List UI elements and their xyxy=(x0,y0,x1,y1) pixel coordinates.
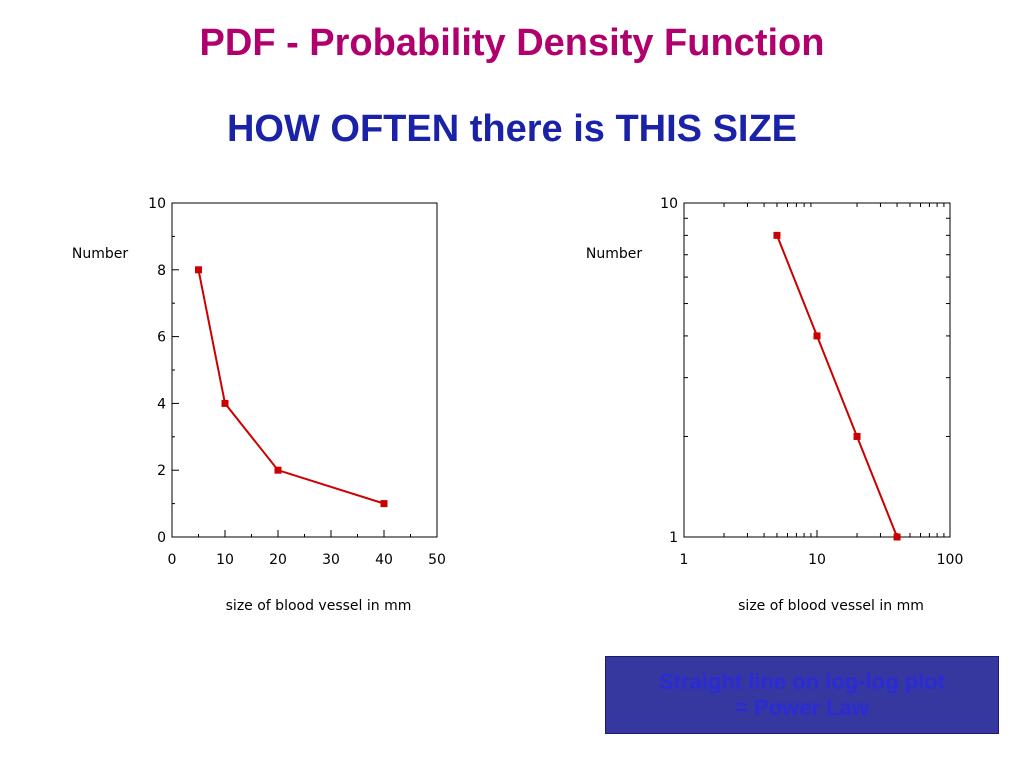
data-point xyxy=(813,332,821,340)
x-axis-label: size of blood vessel in mm xyxy=(226,598,412,614)
y-tick-label: 10 xyxy=(148,196,166,212)
callout-line-2: = Power Law xyxy=(735,695,869,720)
y-tick-label: 8 xyxy=(157,263,166,279)
y-tick-label: 0 xyxy=(157,530,166,546)
y-tick-label: 1 xyxy=(669,530,678,546)
x-axis-label: size of blood vessel in mm xyxy=(738,598,924,614)
x-tick-label: 1 xyxy=(680,552,689,568)
page-title: PDF - Probability Density Function xyxy=(199,22,825,64)
x-tick-label: 20 xyxy=(269,552,287,568)
y-axis-label: Number xyxy=(72,246,128,262)
y-tick-label: 4 xyxy=(157,396,166,412)
linear-chart: 0 10 20 30 40 50 0 2 4 6 8 10 Number size of blood ve… xyxy=(72,196,446,614)
series-line xyxy=(197,269,385,505)
x-tick-label: 40 xyxy=(375,552,393,568)
series-line xyxy=(776,235,899,538)
x-tick-label: 0 xyxy=(168,552,177,568)
data-point xyxy=(380,500,388,508)
data-point xyxy=(221,399,229,407)
data-point xyxy=(274,466,282,474)
page-subtitle: HOW OFTEN there is THIS SIZE xyxy=(226,108,798,150)
x-tick-label: 100 xyxy=(937,552,964,568)
plot-frame xyxy=(171,202,438,538)
plot-frame xyxy=(683,202,951,538)
data-point xyxy=(893,533,901,541)
x-tick-label: 10 xyxy=(808,552,826,568)
data-point xyxy=(853,432,861,440)
y-tick-label: 2 xyxy=(157,463,166,479)
x-tick-label: 50 xyxy=(428,552,446,568)
y-axis-label: Number xyxy=(586,246,642,262)
data-point xyxy=(773,231,781,239)
x-tick-label: 10 xyxy=(216,552,234,568)
power-law-callout: Straight line on log-log plot = Power La… xyxy=(605,656,999,734)
x-tick-label: 30 xyxy=(322,552,340,568)
loglog-chart: 1 10 100 1 10 Number size of blood vessel in m… xyxy=(586,196,964,614)
y-tick-label: 6 xyxy=(157,330,166,346)
y-tick-label: 10 xyxy=(660,196,678,212)
callout-line-1: Straight line on log-log plot xyxy=(659,669,945,694)
data-point xyxy=(195,266,202,274)
